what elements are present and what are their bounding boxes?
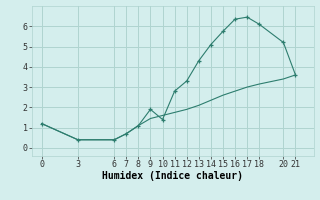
X-axis label: Humidex (Indice chaleur): Humidex (Indice chaleur) [102,171,243,181]
